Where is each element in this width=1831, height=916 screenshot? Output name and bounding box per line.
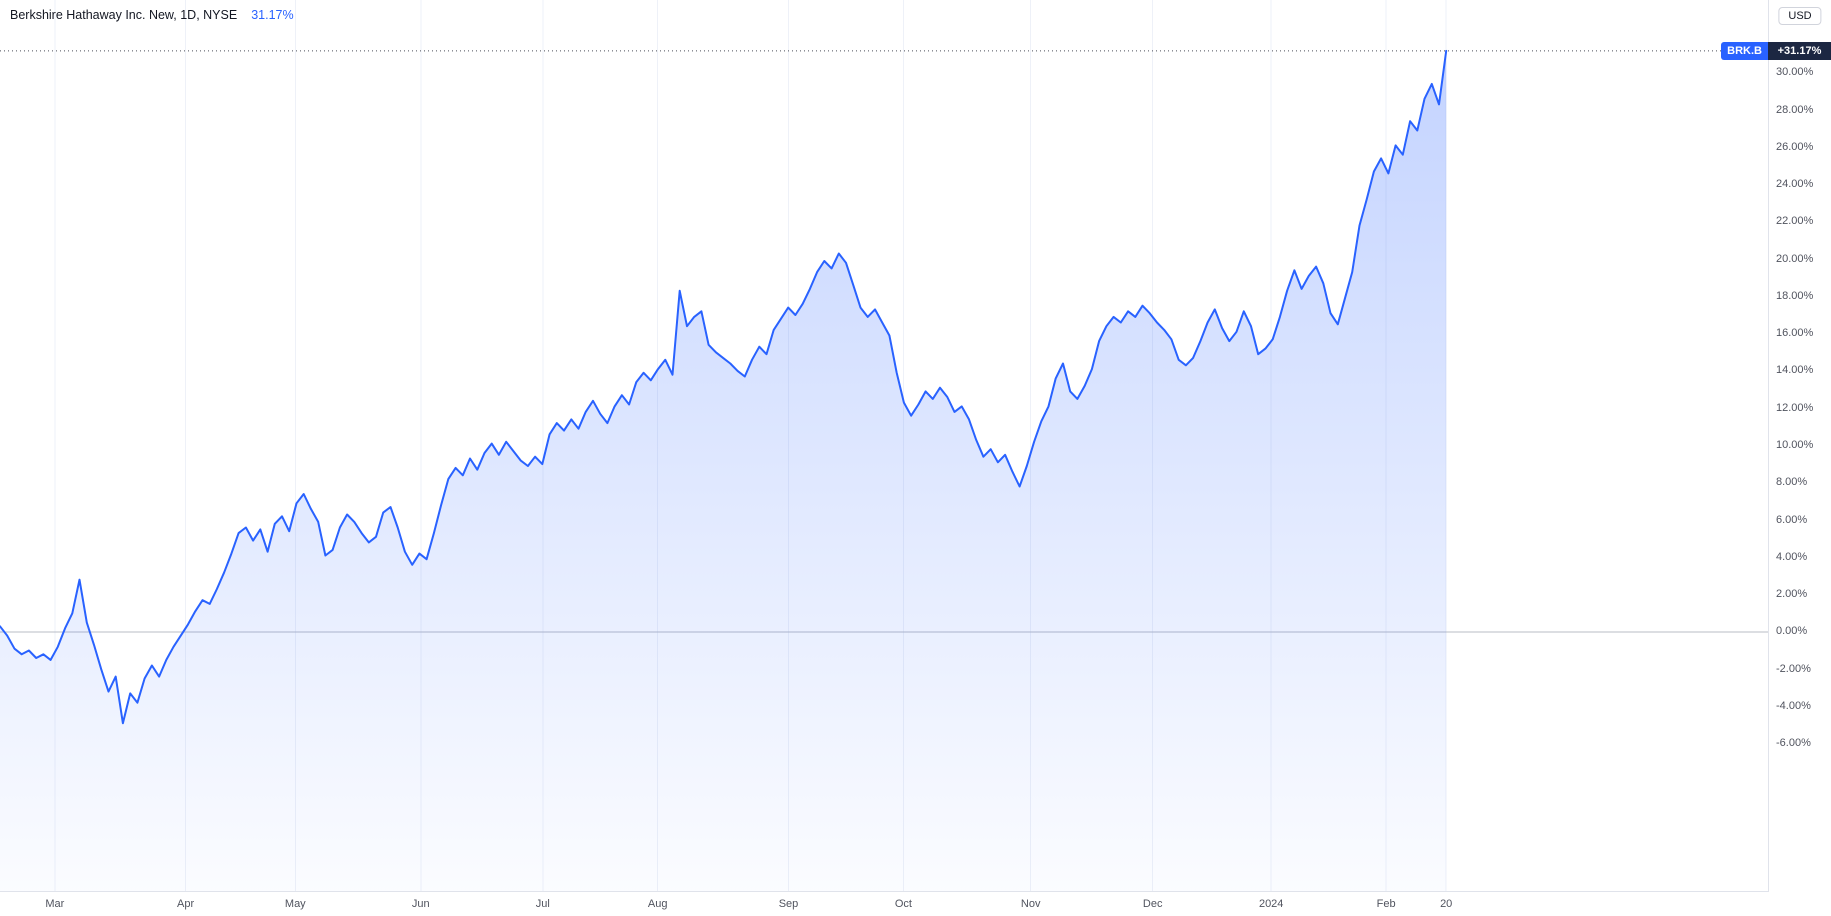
price-line: [0, 49, 1448, 725]
price-axis-label: 22.00%: [1776, 215, 1814, 228]
time-axis-label: Aug: [647, 898, 668, 910]
time-axis-label: 2024: [1258, 898, 1284, 910]
symbol-change-value: 31.17%: [251, 8, 294, 22]
time-axis-label: Feb: [1376, 898, 1396, 910]
price-axis-label: 18.00%: [1776, 289, 1814, 302]
time-axis[interactable]: Mar Apr May Jun Jul Aug Sep Oct Nov Dec 2024 Feb 20: [0, 891, 1769, 916]
price-axis-label: 16.00%: [1776, 327, 1814, 340]
time-axis-label: Jun: [411, 898, 430, 910]
price-axis-label: 8.00%: [1776, 476, 1808, 489]
time-axis-label: Sep: [778, 898, 799, 910]
time-axis-label: 20: [1440, 898, 1453, 910]
chart-canvas[interactable]: [0, 0, 1768, 891]
currency-button[interactable]: USD: [1778, 7, 1822, 25]
price-axis-label: 4.00%: [1776, 550, 1808, 563]
symbol-title[interactable]: Berkshire Hathaway Inc. New, 1D, NYSE: [10, 8, 238, 22]
price-axis-label: 20.00%: [1776, 252, 1814, 265]
price-axis-label: 2.00%: [1776, 588, 1808, 601]
price-axis-label: 14.00%: [1776, 364, 1814, 377]
symbol-chip: BRK.B: [1721, 41, 1768, 60]
time-axis-label: Jul: [535, 898, 550, 910]
price-axis[interactable]: USD 30.00% 28.00% 26.00% 24.00% 22.00% 20.00%…: [1768, 0, 1831, 916]
price-axis-label: -2.00%: [1776, 662, 1811, 675]
price-axis-label: 0.00%: [1776, 625, 1808, 638]
price-axis-label: -4.00%: [1776, 700, 1811, 712]
price-chart-pane[interactable]: Berkshire Hathaway Inc. New, 1D, NYSE 31…: [0, 0, 1768, 891]
time-axis-label: Apr: [177, 898, 195, 910]
time-axis-label: May: [284, 898, 306, 910]
price-axis-label: 6.00%: [1776, 513, 1808, 526]
price-axis-label: -6.00%: [1776, 737, 1811, 750]
price-axis-label: 30.00%: [1776, 66, 1814, 79]
price-axis-label: 26.00%: [1776, 140, 1814, 153]
time-axis-label: Nov: [1020, 898, 1041, 910]
time-axis-label: Oct: [894, 898, 912, 910]
area-fill: [0, 50, 1447, 891]
price-axis-label: 24.00%: [1776, 178, 1814, 190]
symbol-legend[interactable]: Berkshire Hathaway Inc. New, 1D, NYSE 31…: [10, 8, 294, 22]
last-change-chip: +31.17%: [1768, 41, 1831, 60]
last-price-badge: BRK.B +31.17%: [1721, 41, 1831, 60]
time-axis-label: Dec: [1142, 898, 1163, 910]
price-axis-label: 12.00%: [1776, 401, 1814, 414]
price-axis-label: 28.00%: [1776, 103, 1814, 116]
price-axis-label: 10.00%: [1776, 439, 1814, 451]
time-axis-label: Mar: [45, 898, 65, 910]
